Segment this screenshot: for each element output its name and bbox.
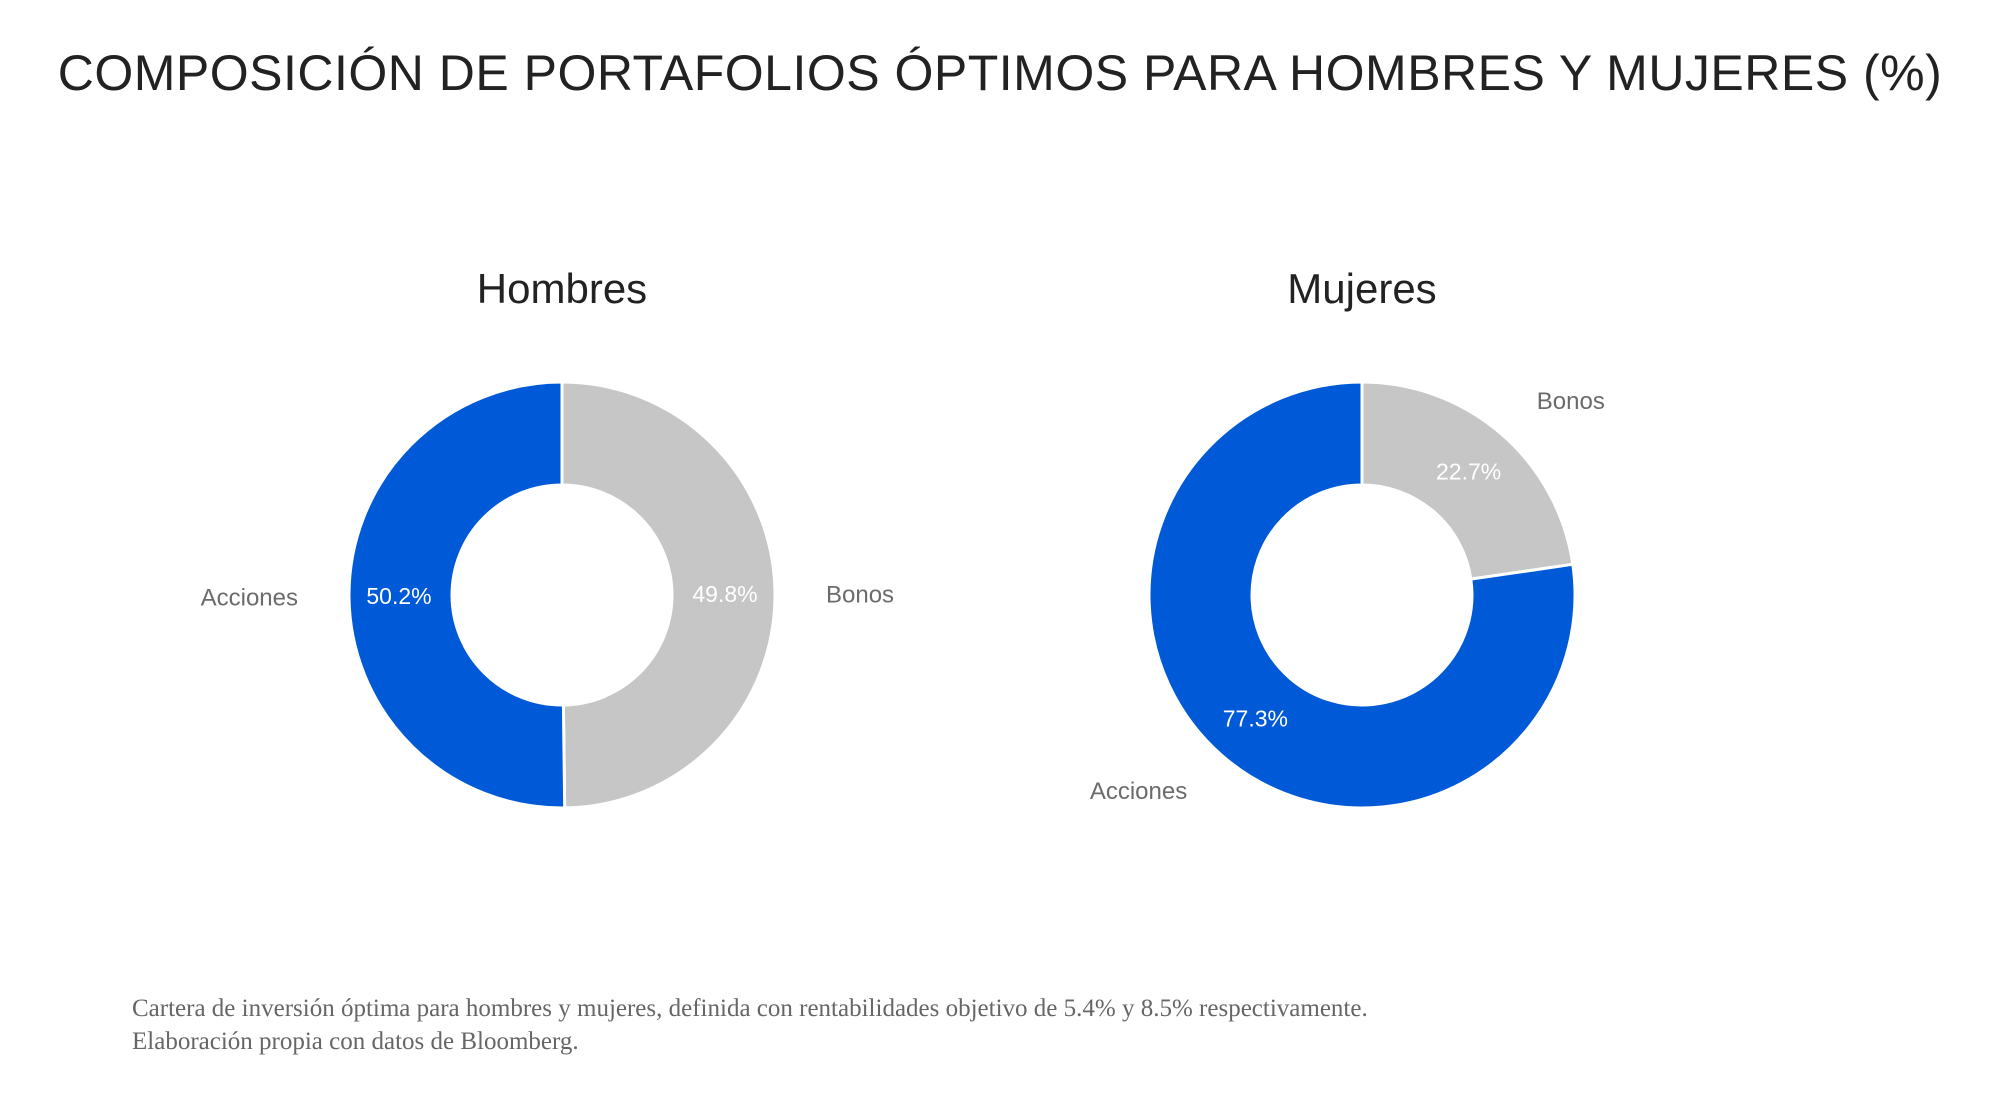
category-label-hombres-acciones: Acciones <box>201 585 298 612</box>
footnote-line-1: Cartera de inversión óptima para hombres… <box>132 995 1368 1022</box>
slice-mujeres-acciones <box>1147 380 1577 810</box>
category-label-mujeres-acciones: Acciones <box>1090 778 1187 805</box>
slice-hombres-acciones <box>347 380 567 810</box>
value-label-hombres-acciones: 50.2% <box>366 583 431 609</box>
chart-title-hombres: Hombres <box>477 265 647 312</box>
footnote-line-2: Elaboración propia con datos de Bloomber… <box>132 1028 579 1055</box>
value-label-hombres-bonos: 49.8% <box>692 581 757 607</box>
chart-title-mujeres: Mujeres <box>1287 265 1436 312</box>
donut-chart-hombres: Hombres 49.8% Bonos 50.2% Acciones <box>201 265 894 810</box>
category-label-mujeres-bonos: Bonos <box>1537 388 1605 415</box>
page-title: COMPOSICIÓN DE PORTAFOLIOS ÓPTIMOS PARA … <box>57 45 1943 101</box>
donut-chart-mujeres: Mujeres 22.7% Bonos 77.3% Acciones <box>1090 265 1605 810</box>
slice-hombres-bonos <box>560 380 777 810</box>
slice-mujeres-bonos <box>1360 380 1575 581</box>
value-label-mujeres-acciones: 77.3% <box>1223 705 1288 731</box>
footnote: Cartera de inversión óptima para hombres… <box>132 992 1368 1058</box>
value-label-mujeres-bonos: 22.7% <box>1436 459 1501 485</box>
category-label-hombres-bonos: Bonos <box>826 581 894 608</box>
